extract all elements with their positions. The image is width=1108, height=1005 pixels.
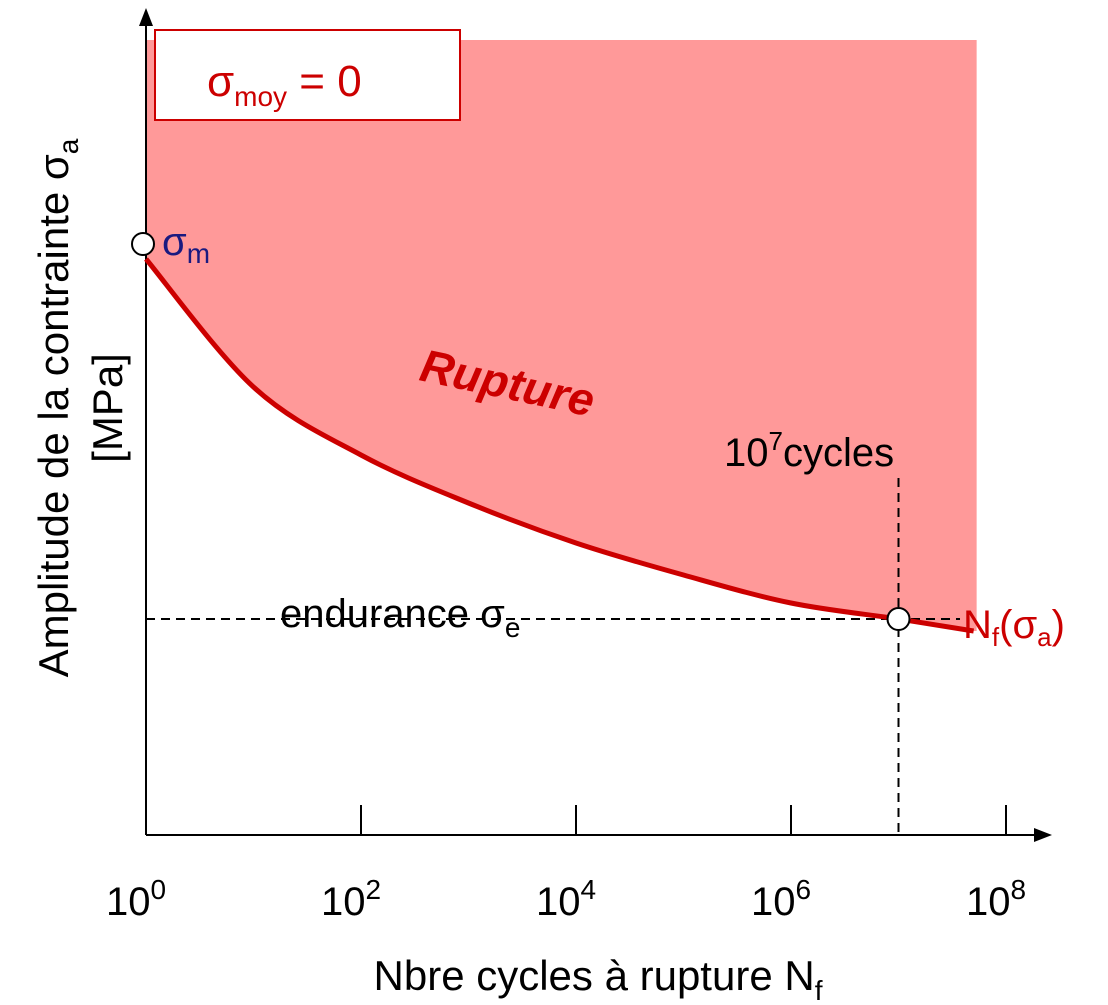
- sigma-m-label: σm: [162, 220, 210, 269]
- y-axis-unit: [MPa]: [84, 353, 131, 463]
- x-tick-label: 106: [751, 874, 811, 924]
- rupture-region: [146, 40, 977, 631]
- mean-stress-box: [154, 29, 461, 121]
- x-axis-title: Nbre cycles à rupture Nf: [374, 952, 823, 1005]
- x-tick-label: 100: [106, 874, 166, 924]
- y-axis-title: Amplitude de la contrainte σa: [30, 138, 84, 677]
- sigma-m-point: [131, 232, 155, 256]
- endurance-label: endurance σe: [280, 592, 520, 643]
- cycles-label: 107cycles: [724, 426, 894, 475]
- x-tick-label: 108: [966, 874, 1026, 924]
- sn-curve: [144, 257, 975, 634]
- x-ticks: 100 102 104 106 108: [106, 805, 1026, 924]
- x-axis-arrow: [1034, 828, 1052, 842]
- x-tick-label: 104: [536, 874, 596, 924]
- mean-stress-label: σmoy = 0: [207, 57, 362, 112]
- endurance-point: [886, 607, 911, 631]
- y-axis-arrow: [139, 8, 153, 26]
- series-label: Nf(σa): [963, 603, 1065, 652]
- x-tick-label: 102: [321, 874, 381, 924]
